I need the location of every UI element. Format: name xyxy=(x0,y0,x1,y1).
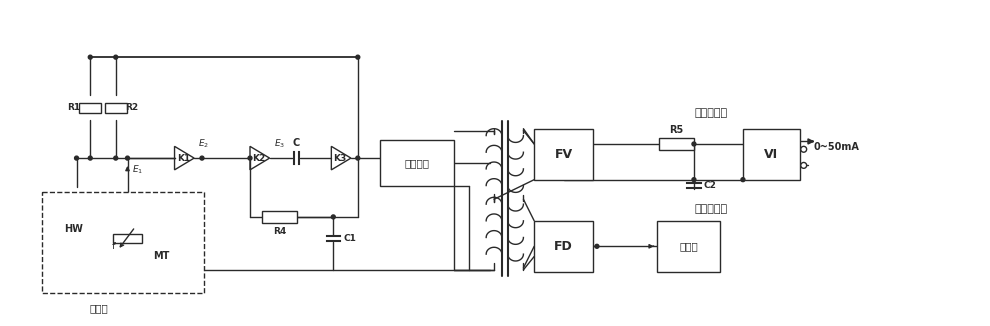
Text: C2: C2 xyxy=(704,181,717,190)
Circle shape xyxy=(801,162,807,168)
Bar xyxy=(113,233,143,244)
Text: C: C xyxy=(292,138,300,148)
Text: K3: K3 xyxy=(334,154,346,163)
Text: MT: MT xyxy=(153,251,170,261)
Circle shape xyxy=(801,146,807,152)
Circle shape xyxy=(741,178,744,182)
Circle shape xyxy=(88,55,92,59)
Text: K2: K2 xyxy=(252,154,265,163)
Circle shape xyxy=(355,156,359,160)
Text: 0~50mA: 0~50mA xyxy=(814,142,859,152)
Bar xyxy=(79,103,101,112)
Circle shape xyxy=(88,156,92,160)
Circle shape xyxy=(126,156,130,160)
Circle shape xyxy=(692,142,696,146)
Text: 整形电路: 整形电路 xyxy=(405,158,430,168)
Text: 计数器: 计数器 xyxy=(679,241,698,251)
Bar xyxy=(658,138,694,150)
Text: f': f' xyxy=(112,242,118,251)
Text: R4: R4 xyxy=(273,227,286,236)
Text: $E_1$: $E_1$ xyxy=(133,164,144,176)
Bar xyxy=(535,221,593,272)
Text: R1: R1 xyxy=(67,103,80,112)
Text: HW: HW xyxy=(64,224,83,234)
Circle shape xyxy=(692,178,696,182)
Bar xyxy=(656,221,721,272)
Text: 检测器: 检测器 xyxy=(89,303,108,313)
Text: FV: FV xyxy=(554,148,572,161)
Text: K1: K1 xyxy=(177,154,190,163)
Text: VI: VI xyxy=(764,148,778,161)
Circle shape xyxy=(114,156,118,160)
Text: 模拟量输出: 模拟量输出 xyxy=(694,108,728,118)
Text: R2: R2 xyxy=(126,103,139,112)
Text: R5: R5 xyxy=(669,125,683,135)
Bar xyxy=(105,103,127,112)
Circle shape xyxy=(74,156,78,160)
Circle shape xyxy=(200,156,204,160)
Bar xyxy=(261,211,297,223)
Text: FD: FD xyxy=(554,240,573,253)
Bar xyxy=(535,129,593,180)
Bar xyxy=(65,194,87,204)
Bar xyxy=(43,192,204,293)
Text: R3: R3 xyxy=(53,195,66,204)
Circle shape xyxy=(114,55,118,59)
Circle shape xyxy=(248,156,252,160)
Text: $E_3$: $E_3$ xyxy=(273,138,285,150)
Bar xyxy=(742,129,800,180)
Text: C1: C1 xyxy=(344,234,356,243)
Bar xyxy=(380,141,453,185)
Text: 数字量输出: 数字量输出 xyxy=(694,204,728,214)
Circle shape xyxy=(332,215,336,219)
Circle shape xyxy=(595,244,599,248)
Circle shape xyxy=(355,55,359,59)
Text: $E_2$: $E_2$ xyxy=(198,138,209,150)
